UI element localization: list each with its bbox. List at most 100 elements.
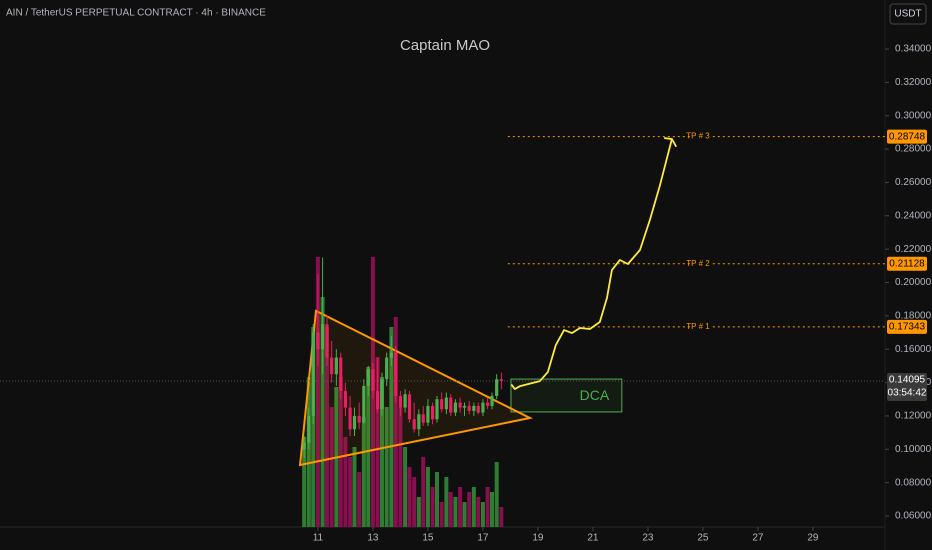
candle-body (481, 402, 485, 413)
volume-bar (421, 457, 426, 527)
candle-body (311, 332, 315, 416)
chart-title: AIN / TetherUS PERPETUAL CONTRACT · 4h ·… (6, 8, 266, 19)
last-price-box (887, 372, 927, 401)
y-tick-label: 0.28000 (895, 144, 932, 155)
projection-path (510, 138, 673, 390)
candle-body (476, 405, 480, 413)
candle-body (357, 415, 361, 423)
volume-bar (416, 497, 421, 527)
y-tick-label: 0.06000 (895, 511, 932, 522)
y-tick-label: 0.22000 (895, 244, 932, 255)
volume-bar (311, 327, 316, 527)
triangle-pattern (298, 309, 533, 467)
y-tick-label: 0.12000 (895, 411, 932, 422)
candle-body (490, 395, 494, 406)
volume-bar (403, 447, 408, 527)
candle-body (316, 332, 320, 350)
y-tick-label: 0.08000 (895, 477, 932, 488)
candle-body (417, 414, 421, 430)
target-price: 0.28748 (889, 131, 926, 142)
volume-bar (407, 467, 412, 527)
candle-body (462, 405, 467, 408)
volume-bar (471, 487, 476, 527)
volume-bar (448, 492, 453, 527)
currency-box[interactable] (889, 3, 927, 25)
volume-bar (302, 437, 307, 527)
volume-bar (467, 492, 472, 527)
candle-body (499, 379, 503, 381)
target-label-bg (690, 257, 710, 270)
candle-body (394, 352, 398, 396)
candle-body (472, 405, 476, 411)
target-label: TP # 2 (686, 259, 710, 268)
volume-bar (494, 462, 499, 527)
y-tick-label: 0.18000 (895, 311, 932, 322)
volume-bar (412, 477, 417, 527)
currency-label[interactable]: USDT (894, 9, 921, 20)
x-tick-label: 29 (807, 533, 819, 544)
candle-body (334, 357, 338, 375)
x-tick-label: 21 (587, 533, 599, 544)
volume-bar (348, 457, 353, 527)
volume-bar (361, 417, 366, 527)
candle-body (366, 369, 370, 386)
candle-body (348, 407, 352, 430)
volume-bar (329, 407, 334, 527)
volume-bar (315, 257, 320, 527)
candle-body (375, 390, 380, 410)
target-label-bg (690, 320, 710, 333)
target-label: TP # 1 (686, 322, 710, 331)
volume-bar (439, 502, 444, 527)
y-tick-label: 0.26000 (895, 177, 932, 188)
candle-body (339, 357, 343, 391)
candle-body (435, 399, 439, 420)
volume-bar (357, 472, 362, 527)
candle-body (458, 402, 462, 408)
candle-body (495, 379, 499, 396)
candle-body (389, 352, 393, 358)
target-price: 0.21128 (889, 258, 925, 269)
volume-bar (458, 487, 463, 527)
candle-body (412, 419, 416, 430)
volume-bar (480, 502, 485, 527)
volume-bar (430, 487, 435, 527)
candle-body (486, 402, 490, 406)
x-tick-label: 13 (367, 533, 379, 544)
y-tick-label: 0.24000 (895, 210, 932, 221)
target-label: TP # 3 (686, 132, 710, 141)
volume-bar (338, 377, 343, 527)
volume-bar (453, 497, 458, 527)
candle-body (325, 324, 329, 358)
y-tick-label: 0.32000 (895, 77, 932, 88)
target-label-bg (690, 130, 710, 143)
y-tick-label: 0.30000 (895, 110, 932, 121)
watermark: Captain MAO (400, 37, 490, 54)
volume-bar (398, 407, 403, 527)
dca-label: DCA (580, 387, 610, 403)
target-price-box (887, 256, 927, 271)
target-price: 0.17343 (889, 321, 926, 332)
candle-body (426, 405, 430, 423)
candle-body (453, 402, 458, 413)
y-tick-label: 0.16000 (895, 344, 932, 355)
candle-body (421, 414, 425, 423)
candle-body (467, 405, 471, 411)
last-price: 0.14095 (889, 375, 926, 386)
candle-body (407, 394, 412, 420)
target-price-box (887, 129, 927, 144)
volume-bar (499, 507, 504, 527)
candle-body (444, 397, 448, 410)
volume-bar (306, 377, 311, 527)
candle-body (307, 415, 311, 443)
x-tick-label: 25 (697, 533, 709, 544)
x-tick-label: 23 (642, 533, 654, 544)
x-tick-label: 11 (313, 533, 324, 544)
candle-body (371, 369, 375, 391)
x-tick-label: 19 (532, 533, 544, 544)
x-tick-label: 27 (752, 533, 764, 544)
candle-body (398, 395, 403, 408)
candle-body (352, 415, 357, 430)
candle-body (385, 357, 389, 380)
